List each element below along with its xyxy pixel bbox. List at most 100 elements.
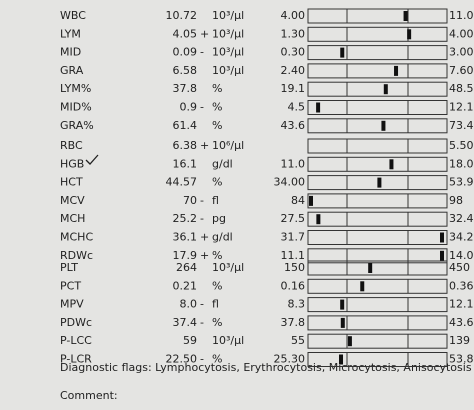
result-unit: 10³/µl	[212, 64, 244, 77]
result-flag: -	[200, 316, 204, 329]
range-low: 34.00	[274, 176, 306, 189]
result-marker	[340, 47, 345, 58]
result-value: 16.1	[173, 157, 198, 170]
range-box	[307, 8, 448, 24]
range-low: 43.6	[281, 119, 306, 132]
range-box	[307, 45, 448, 61]
result-marker	[316, 214, 321, 225]
result-unit: %	[212, 176, 222, 189]
result-value: 0.21	[173, 279, 198, 292]
range-low: 1.30	[281, 27, 306, 40]
range-high: 139	[449, 334, 470, 347]
result-unit: 10³/µl	[212, 46, 244, 59]
parameter-name: PCT	[60, 279, 81, 292]
parameter-name: PLT	[60, 261, 78, 274]
result-value: 44.57	[166, 176, 198, 189]
range-high: 98	[449, 194, 463, 207]
range-low: 0.30	[281, 46, 306, 59]
range-high: 3.00	[449, 46, 474, 59]
result-value: 25.2	[173, 212, 198, 225]
range-box	[307, 138, 448, 154]
parameter-name: HGB	[60, 157, 84, 170]
result-value: 59	[183, 334, 197, 347]
result-unit: g/dl	[212, 157, 233, 170]
range-high: 450	[449, 261, 470, 274]
result-flag: -	[200, 212, 204, 225]
result-marker	[339, 354, 344, 365]
result-flag: -	[200, 194, 204, 207]
parameter-name: HCT	[60, 176, 83, 189]
range-box	[307, 297, 448, 313]
result-value: 264	[176, 261, 197, 274]
result-unit: %	[212, 249, 222, 262]
result-value: 61.4	[173, 119, 198, 132]
range-high: 53.80	[449, 353, 474, 366]
range-box	[307, 100, 448, 115]
range-low: 55	[291, 334, 305, 347]
parameter-name: PDWc	[60, 316, 92, 329]
range-box	[307, 230, 448, 245]
result-value: 10.72	[166, 9, 198, 22]
result-marker	[381, 120, 386, 131]
parameter-name: MID	[60, 46, 81, 59]
result-value: 17.9	[173, 249, 198, 262]
result-unit: g/dl	[212, 231, 233, 244]
range-high: 53.90	[449, 176, 474, 189]
range-box	[307, 63, 448, 79]
range-low: 11.1	[281, 249, 306, 262]
parameter-name: P-LCR	[60, 353, 92, 366]
range-low: 31.7	[281, 231, 306, 244]
parameter-name: P-LCC	[60, 334, 92, 347]
range-box	[307, 352, 448, 367]
result-unit: 10³/µl	[212, 334, 244, 347]
range-box	[307, 211, 448, 227]
range-high: 34.2	[449, 231, 474, 244]
range-box	[307, 175, 448, 191]
result-marker	[389, 159, 394, 170]
result-value: 37.8	[173, 82, 198, 95]
range-high: 32.4	[449, 212, 474, 225]
parameter-name: RBC	[60, 139, 83, 152]
result-value: 0.09	[173, 46, 198, 59]
range-box	[307, 26, 448, 42]
range-high: 48.5	[449, 82, 474, 95]
result-unit: pg	[212, 212, 226, 225]
diagnostic-flags: Diagnostic flags: Lymphocytosis, Erythro…	[60, 361, 472, 374]
parameter-name: GRA%	[60, 119, 94, 132]
range-high: 18.0	[449, 157, 474, 170]
range-low: 4.5	[288, 101, 306, 114]
result-flag: -	[200, 298, 204, 311]
range-low: 84	[291, 194, 305, 207]
result-unit: %	[212, 353, 222, 366]
range-high: 4.00	[449, 27, 474, 40]
result-flag: +	[200, 231, 209, 244]
result-marker	[403, 11, 408, 21]
result-unit: fl	[212, 298, 219, 311]
range-high: 11.00	[449, 9, 474, 22]
result-unit: %	[212, 279, 222, 292]
result-marker	[340, 299, 345, 310]
result-marker	[440, 250, 444, 261]
result-marker	[360, 281, 365, 292]
parameter-name: MID%	[60, 101, 92, 114]
result-value: 22.50	[166, 353, 198, 366]
result-flag: -	[200, 46, 204, 59]
result-marker	[316, 102, 321, 113]
result-marker	[347, 336, 352, 347]
result-value: 4.05	[173, 27, 198, 40]
range-box	[307, 260, 448, 276]
parameter-name: RDWc	[60, 249, 93, 262]
result-flag: -	[200, 101, 204, 114]
range-low: 19.1	[281, 82, 306, 95]
range-high: 14.0	[449, 249, 474, 262]
result-unit: %	[212, 316, 222, 329]
range-low: 27.5	[281, 212, 306, 225]
result-marker	[407, 29, 412, 40]
result-marker	[440, 232, 444, 243]
range-box	[307, 248, 448, 264]
parameter-name: GRA	[60, 64, 84, 77]
range-box	[307, 156, 448, 172]
range-high: 43.6	[449, 316, 474, 329]
range-low: 25.30	[274, 353, 306, 366]
